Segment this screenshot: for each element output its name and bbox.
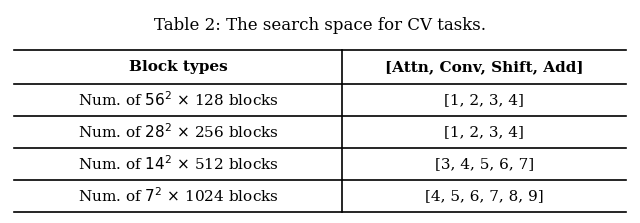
Text: Num. of $28^2$ $\times$ 256 blocks: Num. of $28^2$ $\times$ 256 blocks <box>78 122 278 141</box>
Text: Table 2: The search space for CV tasks.: Table 2: The search space for CV tasks. <box>154 17 486 34</box>
Text: [Attn, Conv, Shift, Add]: [Attn, Conv, Shift, Add] <box>385 60 583 74</box>
Text: [4, 5, 6, 7, 8, 9]: [4, 5, 6, 7, 8, 9] <box>425 189 543 203</box>
Text: Num. of $56^2$ $\times$ 128 blocks: Num. of $56^2$ $\times$ 128 blocks <box>78 91 278 109</box>
Text: [1, 2, 3, 4]: [1, 2, 3, 4] <box>444 125 524 139</box>
Text: Block types: Block types <box>129 60 228 74</box>
Text: [1, 2, 3, 4]: [1, 2, 3, 4] <box>444 93 524 107</box>
Text: Num. of $14^2$ $\times$ 512 blocks: Num. of $14^2$ $\times$ 512 blocks <box>78 155 278 173</box>
Text: Num. of $7^2$ $\times$ 1024 blocks: Num. of $7^2$ $\times$ 1024 blocks <box>78 186 278 205</box>
Text: [3, 4, 5, 6, 7]: [3, 4, 5, 6, 7] <box>435 157 534 171</box>
